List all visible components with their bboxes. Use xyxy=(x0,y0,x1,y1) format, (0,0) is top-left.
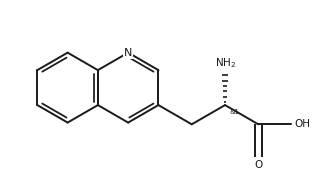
Text: &1: &1 xyxy=(229,109,239,115)
Text: N: N xyxy=(124,48,132,58)
Text: NH$_2$: NH$_2$ xyxy=(215,57,237,70)
Text: O: O xyxy=(254,160,262,170)
Text: OH: OH xyxy=(294,119,310,129)
